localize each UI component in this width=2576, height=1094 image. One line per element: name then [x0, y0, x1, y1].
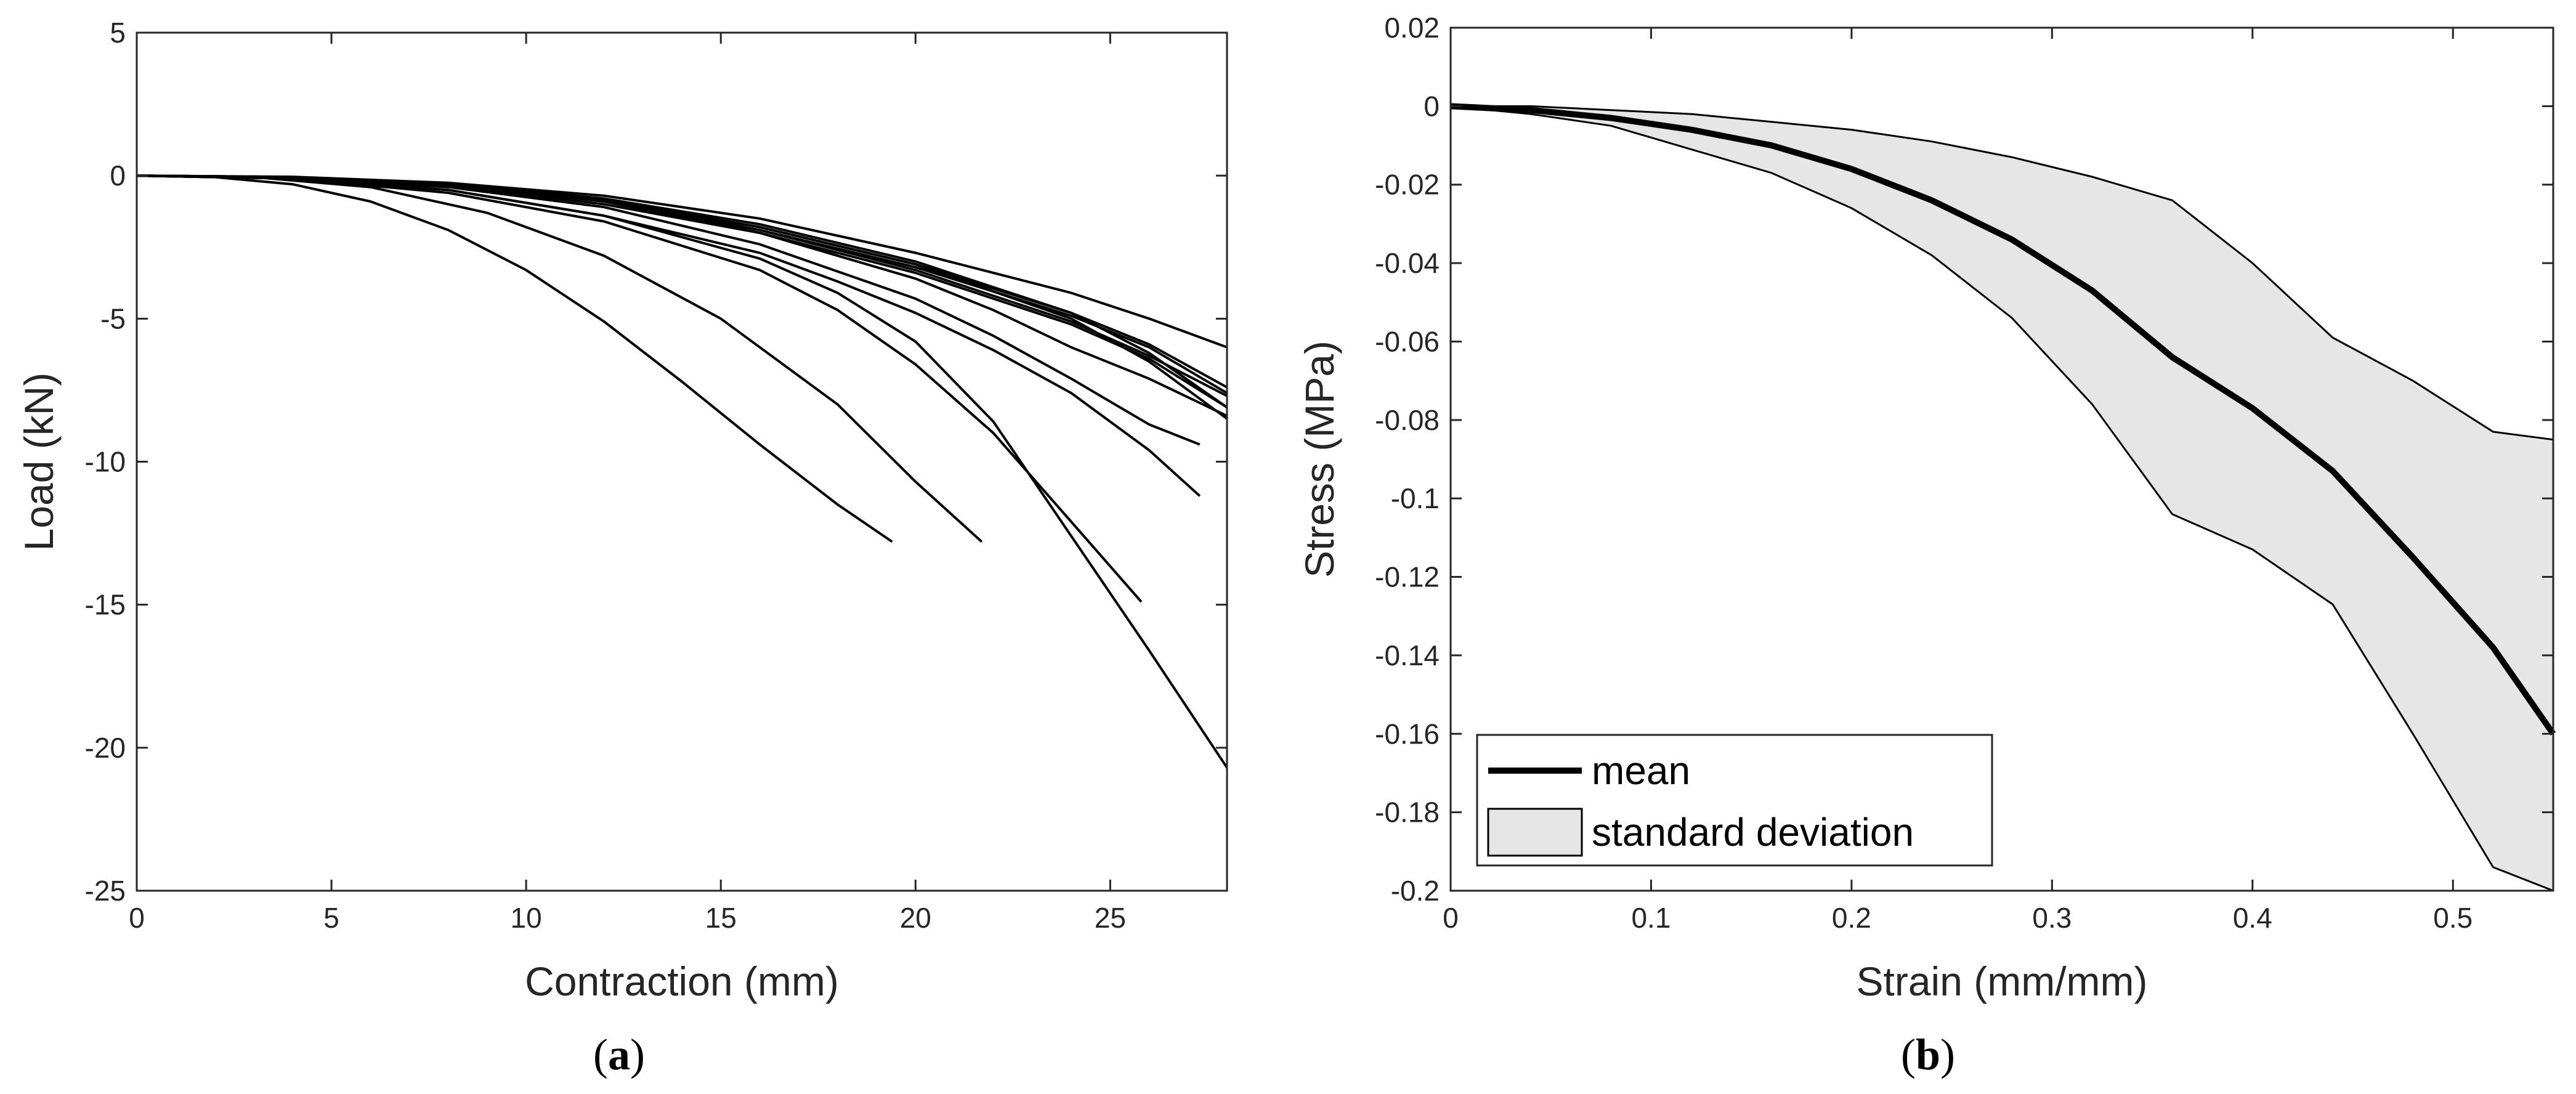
chart-a-series-line-4 — [136, 174, 1228, 769]
chart-a-series-line-5 — [136, 174, 1201, 497]
chart-a-x-tick-label: 0 — [129, 902, 145, 934]
chart-b-std-band — [1451, 106, 2553, 891]
chart-b-y-tick-label: -0.04 — [1375, 247, 1440, 279]
chart-b-axes-box — [1449, 26, 2554, 892]
legend-mean-label: mean — [1592, 748, 1690, 793]
chart-b-x-tick-label: 0.2 — [1832, 902, 1871, 934]
panel-label-a: (a) — [593, 1030, 645, 1079]
chart-b-ticks: 0 0.1 0.2 0.3 0.4 0.5 0.02 0 -0.02 -0.04 -0.06 -0.0… — [1375, 12, 2553, 934]
chart-b-y-tick-label: -0.14 — [1375, 639, 1440, 671]
chart-a-y-tick-label: -20 — [85, 732, 126, 764]
chart-b-y-tick-label: -0.16 — [1375, 718, 1440, 750]
legend-std-swatch — [1487, 808, 1583, 857]
chart-b-x-tick-label: 0.1 — [1631, 902, 1671, 934]
chart-b-y-axis-label: Stress (MPa) — [1297, 341, 1342, 578]
chart-b-x-tick-label: 0 — [1443, 902, 1459, 934]
chart-b-x-axis-label: Strain (mm/mm) — [1857, 958, 2148, 1004]
chart-b-legend: mean standard deviation — [1476, 734, 1993, 867]
chart-a-y-tick-label: 5 — [110, 17, 126, 49]
chart-a-series-line-6 — [136, 174, 1201, 446]
chart-a-x-tick-label: 20 — [900, 902, 931, 934]
chart-a-y-tick-label: 0 — [110, 160, 126, 192]
chart-b: 0 0.1 0.2 0.3 0.4 0.5 0.02 0 -0.02 -0.04 -0.06 -0.0… — [1297, 12, 2556, 1079]
legend-std-label: standard deviation — [1592, 810, 1914, 854]
chart-b-y-tick-label: -0.1 — [1391, 482, 1440, 514]
chart-a-y-tick-label: -25 — [85, 875, 126, 907]
chart-b-x-tick-label: 0.4 — [2233, 902, 2272, 934]
chart-b-y-tick-label: 0 — [1424, 90, 1440, 122]
chart-a-series-line-14 — [136, 174, 1228, 418]
chart-a-series-line-3 — [136, 174, 1143, 603]
chart-a-y-tick-label: -5 — [100, 302, 126, 334]
chart-a-x-axis-label: Contraction (mm) — [525, 958, 839, 1004]
chart-b-mean-line — [1450, 103, 2556, 736]
chart-b-std-upper-line — [1451, 105, 2554, 441]
chart-b-std-lower-line — [1450, 105, 2554, 892]
chart-a-x-tick-label: 15 — [705, 902, 737, 934]
chart-b-y-tick-label: -0.18 — [1375, 796, 1440, 829]
panel-label-b: (b) — [1901, 1030, 1955, 1079]
chart-a: 0 5 10 15 20 25 5 0 -5 -10 -15 -20 -25 Contraction (… — [16, 17, 1228, 1079]
chart-a-y-axis-label: Load (kN) — [16, 373, 62, 551]
chart-a-y-tick-label: -15 — [85, 589, 126, 621]
chart-a-x-tick-label: 25 — [1095, 902, 1126, 934]
chart-a-series-line-2 — [136, 174, 983, 543]
chart-b-y-tick-label: -0.08 — [1375, 404, 1440, 436]
chart-b-y-tick-label: -0.2 — [1391, 875, 1440, 907]
chart-a-series-line-9 — [136, 174, 1228, 397]
panel-letter-b: b — [1916, 1030, 1940, 1079]
chart-b-x-tick-label: 0.5 — [2433, 902, 2473, 934]
panel-letter-a: a — [608, 1030, 630, 1079]
chart-a-ticks: 0 5 10 15 20 25 5 0 -5 -10 -15 -20 -25 — [85, 17, 1227, 934]
chart-a-series-line-1 — [136, 174, 893, 543]
chart-b-y-tick-label: -0.02 — [1375, 169, 1440, 201]
chart-a-y-tick-label: -10 — [85, 446, 126, 478]
chart-a-series-group — [136, 174, 1228, 769]
chart-b-y-tick-label: -0.06 — [1375, 325, 1440, 357]
chart-b-y-tick-label: -0.12 — [1375, 561, 1440, 593]
chart-b-x-tick-label: 0.3 — [2032, 902, 2072, 934]
chart-a-x-tick-label: 10 — [511, 902, 542, 934]
chart-a-axes-box — [136, 31, 1228, 892]
chart-a-x-tick-label: 5 — [323, 902, 339, 934]
chart-b-y-tick-label: 0.02 — [1384, 12, 1440, 44]
